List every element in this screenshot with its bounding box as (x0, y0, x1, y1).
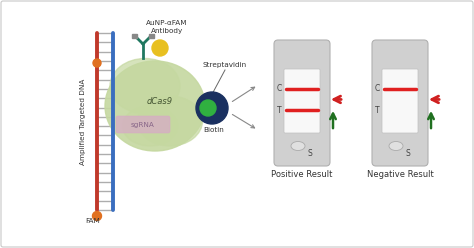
Text: Biotin: Biotin (204, 127, 224, 133)
Text: C: C (277, 84, 282, 93)
FancyBboxPatch shape (372, 40, 428, 166)
Ellipse shape (93, 59, 101, 67)
Ellipse shape (105, 61, 205, 151)
Text: Negative Result: Negative Result (366, 170, 433, 179)
Text: T: T (277, 106, 282, 115)
Text: dCas9: dCas9 (147, 96, 173, 105)
Text: T: T (375, 106, 380, 115)
FancyBboxPatch shape (274, 40, 330, 166)
Ellipse shape (92, 212, 101, 220)
Bar (149, 34, 154, 38)
Ellipse shape (137, 96, 202, 146)
Ellipse shape (110, 59, 180, 114)
Text: AuNP-αFAM: AuNP-αFAM (146, 20, 188, 26)
Text: Positive Result: Positive Result (271, 170, 333, 179)
Ellipse shape (122, 106, 177, 146)
Text: S: S (406, 150, 410, 158)
Ellipse shape (152, 40, 168, 56)
Text: Streptavidin: Streptavidin (203, 62, 247, 68)
Text: FAM: FAM (86, 218, 100, 224)
Text: sgRNA: sgRNA (131, 122, 155, 128)
Ellipse shape (389, 142, 403, 151)
FancyBboxPatch shape (116, 116, 170, 133)
FancyBboxPatch shape (382, 69, 418, 133)
FancyBboxPatch shape (284, 69, 320, 133)
Text: Amplified Targeted DNA: Amplified Targeted DNA (80, 78, 86, 165)
Ellipse shape (200, 100, 216, 116)
Text: S: S (308, 150, 312, 158)
Text: Antibody: Antibody (151, 28, 183, 34)
Ellipse shape (196, 92, 228, 124)
Bar (132, 34, 137, 38)
Ellipse shape (291, 142, 305, 151)
Text: C: C (375, 84, 380, 93)
